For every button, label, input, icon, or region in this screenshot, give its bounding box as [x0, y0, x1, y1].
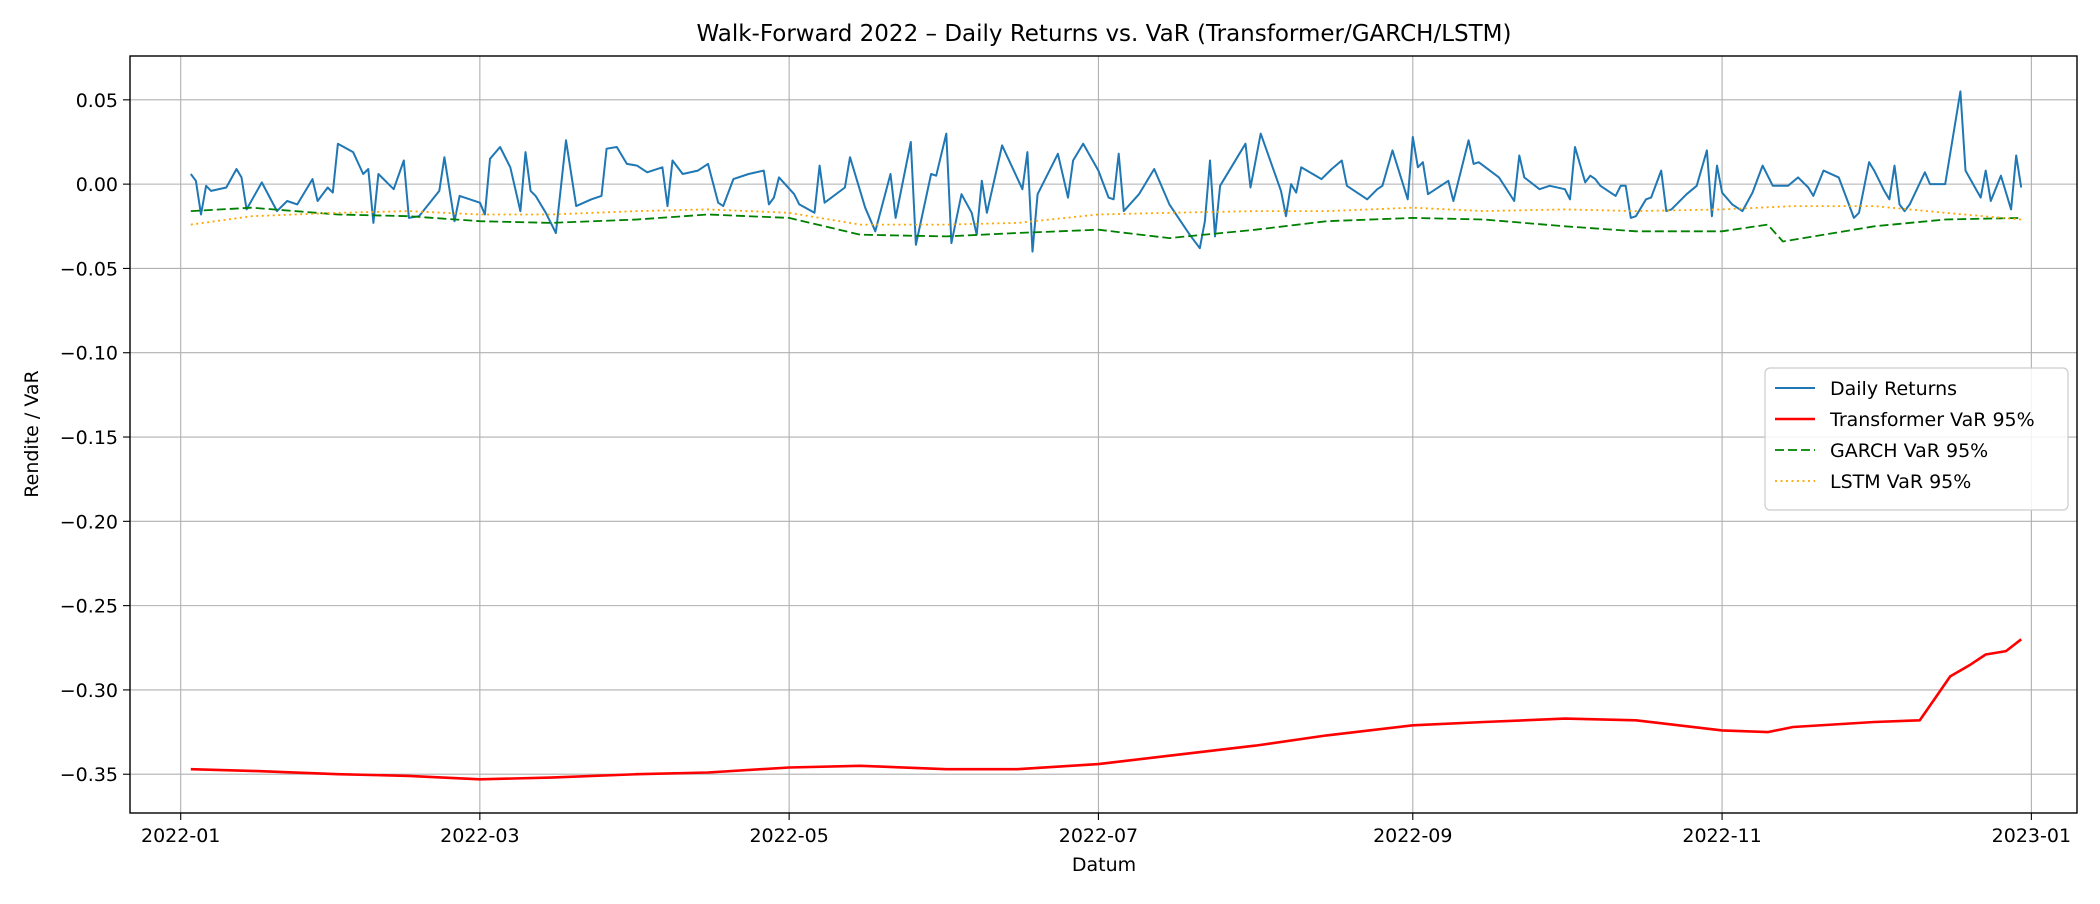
x-tick-label: 2022-03: [440, 825, 519, 847]
grid-lines: [130, 56, 2077, 813]
legend-label: LSTM VaR 95%: [1830, 471, 1971, 493]
y-tick-label: 0.00: [76, 174, 118, 196]
legend-label: Daily Returns: [1830, 378, 1957, 400]
y-tick-label: −0.05: [60, 258, 118, 280]
y-tick-label: −0.30: [60, 680, 118, 702]
x-tick-label: 2022-09: [1373, 825, 1452, 847]
plot-frame: [129, 55, 2078, 814]
legend-label: Transformer VaR 95%: [1829, 409, 2035, 431]
y-tick-label: −0.10: [60, 343, 118, 365]
y-tick-label: −0.20: [60, 511, 118, 533]
legend-box: [1764, 367, 2069, 511]
chart-title: Walk-Forward 2022 – Daily Returns vs. Va…: [696, 21, 1511, 47]
x-tick-label: 2022-01: [141, 825, 220, 847]
y-tick-label: −0.15: [60, 427, 118, 449]
legend: Daily Returns Transformer VaR 95% GARCH Va…: [1764, 367, 2069, 511]
y-tick-label: −0.35: [60, 764, 118, 786]
y-tick-label: 0.05: [76, 90, 118, 112]
x-tick-label: 2022-11: [1682, 825, 1761, 847]
series-line-transformer-var-95: [190, 638, 2022, 781]
x-axis-label: Datum: [1072, 854, 1136, 876]
axis-ticks: 2022-01 2022-03 2022-05 2022-07 2022-09 2022-…: [60, 90, 2071, 847]
x-tick-label: 2022-07: [1059, 825, 1138, 847]
y-tick-label: −0.25: [60, 596, 118, 618]
x-tick-label: 2023-01: [1992, 825, 2071, 847]
series-line-lstm-var-95: [190, 205, 2022, 226]
x-tick-label: 2022-05: [749, 825, 828, 847]
series-line-garch-var-95: [190, 206, 2022, 243]
series-line-daily-returns: [190, 90, 2023, 253]
legend-label: GARCH VaR 95%: [1830, 440, 1988, 462]
y-axis-label: Rendite / VaR: [21, 370, 43, 497]
series-lines: [190, 90, 2023, 781]
